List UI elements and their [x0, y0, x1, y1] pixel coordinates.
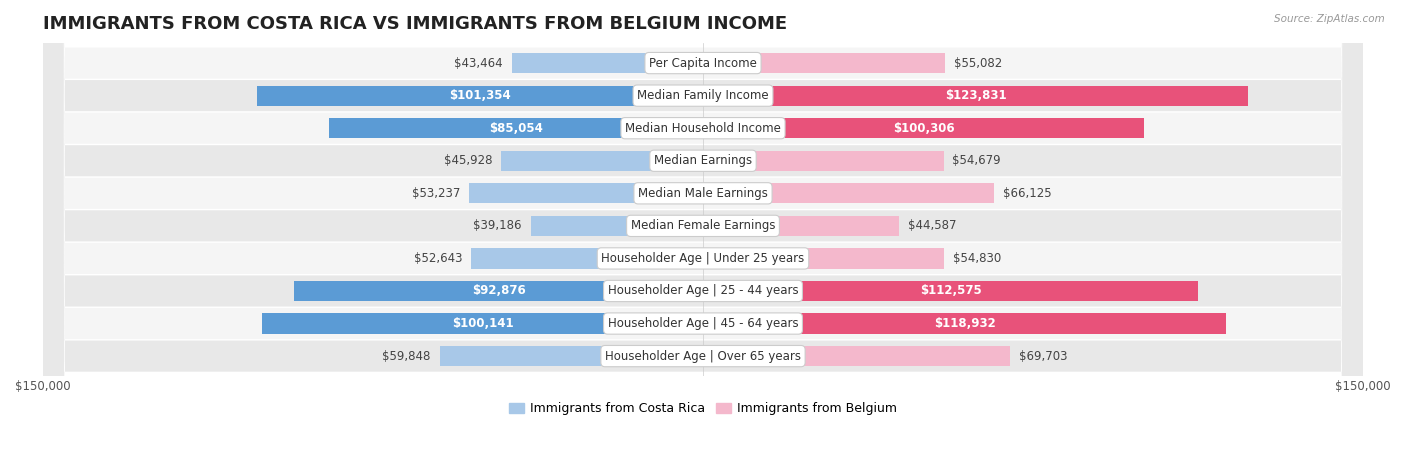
- Text: Median Male Earnings: Median Male Earnings: [638, 187, 768, 200]
- FancyBboxPatch shape: [42, 0, 1364, 467]
- Text: $66,125: $66,125: [1002, 187, 1052, 200]
- Text: $53,237: $53,237: [412, 187, 460, 200]
- Text: Source: ZipAtlas.com: Source: ZipAtlas.com: [1274, 14, 1385, 24]
- Bar: [703, 183, 994, 204]
- Text: Householder Age | Over 65 years: Householder Age | Over 65 years: [605, 350, 801, 362]
- FancyBboxPatch shape: [42, 0, 1364, 467]
- Text: $45,928: $45,928: [443, 154, 492, 167]
- Bar: [530, 216, 703, 236]
- Text: $100,306: $100,306: [893, 122, 955, 134]
- Bar: [512, 53, 703, 73]
- Text: Median Earnings: Median Earnings: [654, 154, 752, 167]
- FancyBboxPatch shape: [42, 0, 1364, 467]
- Text: Householder Age | 25 - 44 years: Householder Age | 25 - 44 years: [607, 284, 799, 297]
- Text: $118,932: $118,932: [934, 317, 995, 330]
- Text: $54,830: $54,830: [953, 252, 1001, 265]
- FancyBboxPatch shape: [42, 0, 1364, 467]
- FancyBboxPatch shape: [42, 0, 1364, 467]
- Text: Median Household Income: Median Household Income: [626, 122, 780, 134]
- Bar: [468, 183, 703, 204]
- Bar: [471, 248, 703, 269]
- Bar: [263, 313, 703, 333]
- Text: $92,876: $92,876: [472, 284, 526, 297]
- Bar: [440, 346, 703, 366]
- Text: $69,703: $69,703: [1018, 350, 1067, 362]
- Bar: [703, 118, 1144, 138]
- Text: $54,679: $54,679: [952, 154, 1001, 167]
- Text: Householder Age | 45 - 64 years: Householder Age | 45 - 64 years: [607, 317, 799, 330]
- Text: Householder Age | Under 25 years: Householder Age | Under 25 years: [602, 252, 804, 265]
- Text: $123,831: $123,831: [945, 89, 1007, 102]
- Text: Median Family Income: Median Family Income: [637, 89, 769, 102]
- Text: $44,587: $44,587: [908, 219, 956, 233]
- Text: Median Female Earnings: Median Female Earnings: [631, 219, 775, 233]
- FancyBboxPatch shape: [42, 0, 1364, 467]
- Bar: [703, 53, 945, 73]
- Bar: [703, 216, 900, 236]
- Bar: [329, 118, 703, 138]
- Bar: [294, 281, 703, 301]
- Text: $112,575: $112,575: [920, 284, 981, 297]
- FancyBboxPatch shape: [42, 0, 1364, 467]
- Text: Per Capita Income: Per Capita Income: [650, 57, 756, 70]
- Text: $52,643: $52,643: [413, 252, 463, 265]
- Bar: [501, 151, 703, 171]
- Bar: [703, 281, 1198, 301]
- Bar: [257, 85, 703, 106]
- Text: $100,141: $100,141: [451, 317, 513, 330]
- FancyBboxPatch shape: [42, 0, 1364, 467]
- Text: $101,354: $101,354: [449, 89, 510, 102]
- Bar: [703, 346, 1010, 366]
- Bar: [703, 151, 943, 171]
- Bar: [703, 313, 1226, 333]
- Bar: [703, 85, 1249, 106]
- Bar: [703, 248, 945, 269]
- Text: IMMIGRANTS FROM COSTA RICA VS IMMIGRANTS FROM BELGIUM INCOME: IMMIGRANTS FROM COSTA RICA VS IMMIGRANTS…: [42, 15, 787, 33]
- Text: $85,054: $85,054: [489, 122, 543, 134]
- Text: $39,186: $39,186: [474, 219, 522, 233]
- FancyBboxPatch shape: [42, 0, 1364, 467]
- Text: $59,848: $59,848: [382, 350, 430, 362]
- Text: $55,082: $55,082: [955, 57, 1002, 70]
- Text: $43,464: $43,464: [454, 57, 503, 70]
- FancyBboxPatch shape: [42, 0, 1364, 467]
- Legend: Immigrants from Costa Rica, Immigrants from Belgium: Immigrants from Costa Rica, Immigrants f…: [505, 397, 901, 420]
